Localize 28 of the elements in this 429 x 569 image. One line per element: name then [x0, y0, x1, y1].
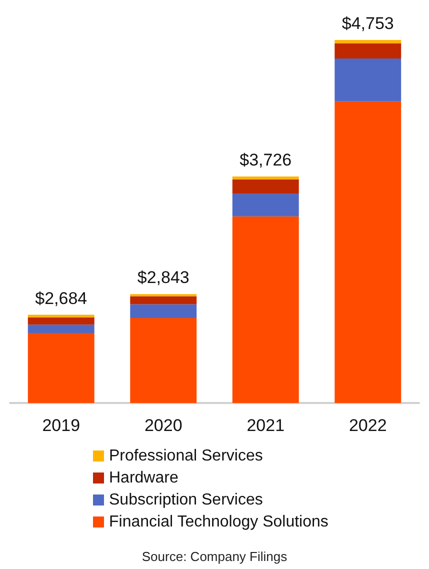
- bar: [28, 314, 94, 318]
- annotation: $3,726: [240, 150, 292, 170]
- bar: [130, 318, 197, 403]
- bar: [334, 101, 402, 403]
- bar: [28, 324, 94, 333]
- x-tick-label: 2019: [42, 416, 80, 435]
- bar: [334, 40, 402, 44]
- annotation: $2,843: [137, 268, 190, 288]
- bar: [232, 194, 299, 216]
- x-tick-label: 2020: [144, 416, 182, 435]
- source-note: Source: Company Filings: [142, 549, 288, 564]
- x-tick-label: 2022: [348, 416, 387, 435]
- bar: [334, 58, 402, 102]
- bar: [130, 296, 197, 304]
- bar: [28, 332, 94, 403]
- bar: [334, 43, 402, 59]
- bar: [28, 317, 94, 325]
- bar: [232, 176, 299, 180]
- annotation: $4,753: [342, 14, 394, 33]
- bar: [232, 216, 299, 403]
- bar: [232, 179, 299, 194]
- annotation: $2,684: [35, 288, 88, 308]
- legend-label: Hardware: [109, 470, 178, 486]
- bar: [130, 304, 197, 318]
- legend-label: Professional Services: [109, 448, 263, 464]
- legend-label: Financial Technology Solutions: [109, 514, 328, 530]
- legend-label: Subscription Services: [109, 492, 263, 508]
- x-tick-label: 2021: [246, 416, 285, 435]
